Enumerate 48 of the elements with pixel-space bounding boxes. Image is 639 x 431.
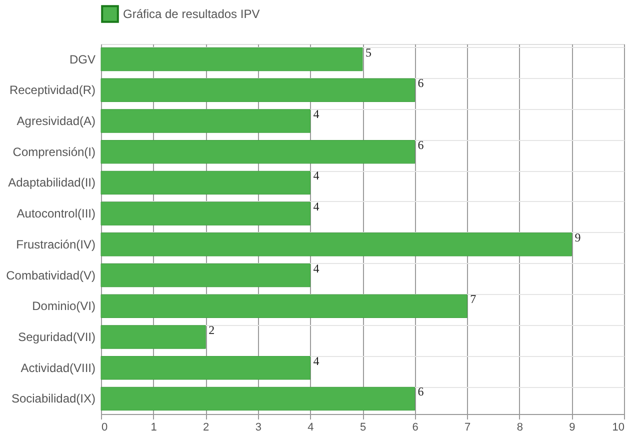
bar	[100, 386, 416, 411]
x-tick-label: 10	[612, 422, 624, 431]
data-label: 4	[313, 168, 320, 183]
y-tick-label: Frustración(IV)	[16, 237, 96, 252]
y-tick-label: Comprensión(I)	[12, 144, 96, 159]
y-tick-label: Sociabilidad(IX)	[11, 392, 96, 406]
bar	[100, 263, 310, 288]
y-tick-label: Autocontrol(III)	[16, 206, 96, 221]
x-tick-label: 4	[308, 422, 314, 431]
y-tick-label: Receptividad(R)	[9, 83, 96, 98]
y-tick-label: Adaptabilidad(II)	[8, 176, 96, 190]
data-label: 6	[418, 384, 424, 399]
y-tick-label: Actividad(VIII)	[20, 360, 96, 375]
x-tick-label: 3	[255, 422, 262, 431]
x-tick-label: 1	[150, 422, 157, 431]
bar	[100, 109, 310, 133]
y-tick-label: Dominio(VI)	[32, 299, 96, 314]
bar	[100, 78, 416, 102]
y-tick-label: Combatividad(V)	[6, 268, 96, 282]
bar	[100, 294, 468, 318]
bar	[100, 202, 310, 226]
bar	[100, 232, 572, 256]
bar	[100, 47, 363, 72]
data-label: 9	[574, 230, 581, 244]
y-tick-label: Agresividad(A)	[16, 114, 96, 128]
bar	[100, 170, 310, 195]
y-tick-label: DGV	[69, 52, 96, 66]
x-tick-label: 9	[569, 422, 576, 431]
data-label: 4	[313, 106, 320, 121]
x-tick-label: 2	[203, 422, 210, 431]
data-label: 5	[366, 45, 372, 60]
x-tick-label: 6	[412, 422, 418, 431]
data-label: 6	[418, 138, 424, 152]
x-tick-label: 5	[360, 422, 366, 431]
x-tick-label: 0	[102, 422, 108, 431]
data-label: 4	[313, 261, 320, 276]
bar	[100, 356, 310, 380]
data-label: 6	[418, 76, 424, 90]
data-label: 4	[313, 354, 320, 368]
bar	[100, 140, 416, 164]
data-label: 7	[470, 292, 476, 306]
y-tick-label: Seguridad(VII)	[18, 330, 96, 344]
bar	[100, 325, 206, 349]
x-tick-label: 7	[464, 422, 471, 431]
data-label: 2	[208, 323, 215, 338]
legend-label: Gráfica de resultados IPV	[123, 7, 260, 21]
x-tick-label: 8	[516, 422, 523, 431]
data-label: 4	[313, 200, 320, 214]
